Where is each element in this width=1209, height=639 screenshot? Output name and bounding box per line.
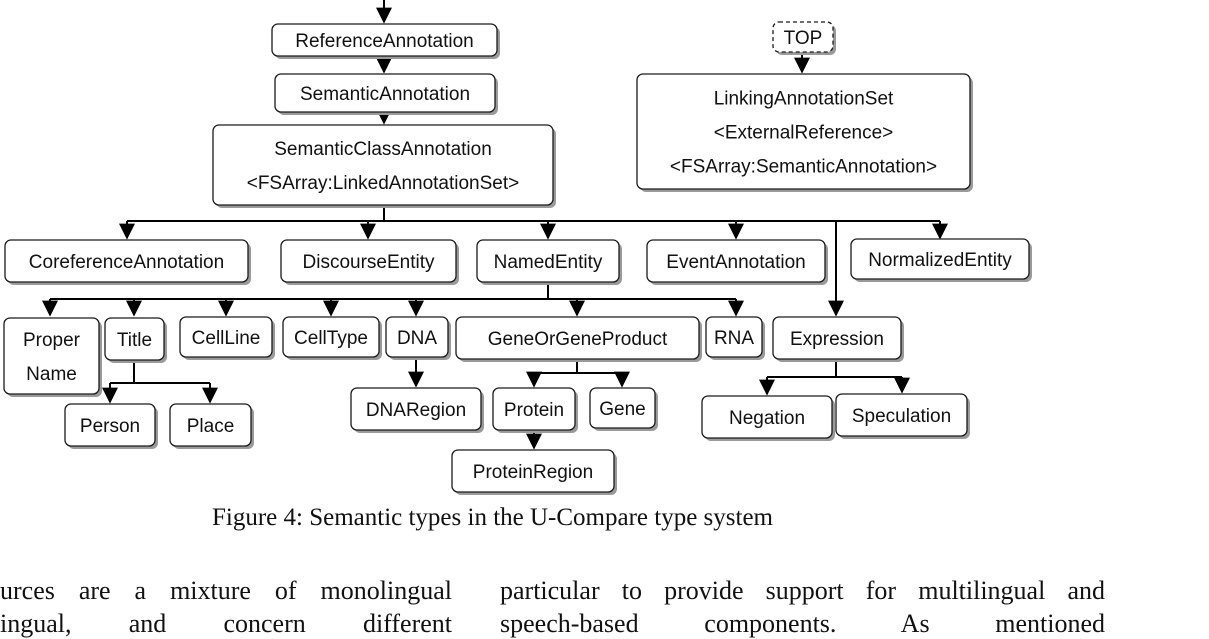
node-semantic-class-annotation: SemanticClassAnnotation <FSArray:LinkedAn… <box>212 124 556 208</box>
node-label: DiscourseEntity <box>303 252 435 273</box>
node-box <box>104 317 165 361</box>
node-box <box>274 73 496 113</box>
node-label: Gene <box>599 399 645 420</box>
node-box <box>646 239 826 283</box>
node-label: RNA <box>714 328 754 349</box>
node-label: DNARegion <box>366 400 466 421</box>
node-label: CoreferenceAnnotation <box>29 252 224 273</box>
node-label: Speculation <box>852 406 951 427</box>
node-negation: Negation <box>701 395 835 441</box>
node-label: LinkingAnnotationSet <box>714 89 894 110</box>
node-box <box>492 387 576 431</box>
node-label: Place <box>187 416 235 437</box>
node-label: Proper <box>23 330 81 351</box>
node-label: ProteinRegion <box>473 462 593 483</box>
node-speculation: Speculation <box>835 393 970 439</box>
node-gene: Gene <box>589 387 658 431</box>
node-cell-line: CellLine <box>179 316 275 360</box>
node-label: TOP <box>784 28 823 49</box>
node-top: TOP <box>772 21 836 55</box>
node-named-entity: NamedEntity <box>476 239 622 285</box>
node-box <box>705 316 763 358</box>
left-column-line-2: ingual, and concern different <box>0 609 452 638</box>
nodes-layer: ReferenceAnnotation SemanticAnnotation Sem… <box>3 21 1032 495</box>
node-box <box>4 239 249 283</box>
node-box <box>179 316 273 358</box>
node-box <box>772 316 902 360</box>
node-dna: DNA <box>385 316 451 360</box>
node-box <box>271 23 498 57</box>
node-event-annotation: EventAnnotation <box>646 239 828 285</box>
node-box <box>455 316 700 360</box>
node-box <box>350 387 482 431</box>
node-label: Negation <box>729 408 805 429</box>
node-person: Person <box>64 403 158 449</box>
node-label: EventAnnotation <box>666 252 805 273</box>
node-box <box>169 403 252 447</box>
node-label: Person <box>80 416 140 437</box>
node-label: <ExternalReference> <box>714 123 894 144</box>
node-label: NamedEntity <box>494 252 603 273</box>
node-box <box>636 73 971 190</box>
node-label: Expression <box>790 329 884 350</box>
node-box <box>589 387 656 429</box>
node-box <box>772 21 834 53</box>
node-label: Protein <box>504 400 564 421</box>
node-box <box>385 316 449 358</box>
node-box <box>282 316 380 358</box>
node-label: GeneOrGeneProduct <box>488 329 668 350</box>
node-label: SemanticAnnotation <box>300 84 470 105</box>
node-gene-or-gene-product: GeneOrGeneProduct <box>455 316 702 362</box>
node-rna: RNA <box>705 316 765 360</box>
node-protein-region: ProteinRegion <box>451 449 617 495</box>
node-box <box>64 403 156 447</box>
node-discourse-entity: DiscourseEntity <box>280 239 459 285</box>
node-linking-annotation-set: LinkingAnnotationSet <ExternalReference> <… <box>636 73 973 192</box>
node-label: Title <box>117 330 152 351</box>
node-place: Place <box>169 403 254 449</box>
node-coreference-annotation: CoreferenceAnnotation <box>4 239 251 285</box>
node-label: DNA <box>397 328 437 349</box>
node-box <box>835 393 968 437</box>
node-label: CellType <box>294 328 368 349</box>
node-box <box>701 395 833 439</box>
node-label: SemanticClassAnnotation <box>274 139 492 160</box>
node-label: ReferenceAnnotation <box>295 31 474 52</box>
node-box <box>476 239 620 283</box>
node-label: <FSArray:SemanticAnnotation> <box>670 157 937 178</box>
node-box <box>280 239 457 283</box>
node-label: Name <box>26 364 77 385</box>
node-label: NormalizedEntity <box>868 250 1012 271</box>
left-column-line-1: urces are a mixture of monolingual <box>0 576 452 605</box>
node-proper-name: Proper Name <box>3 317 102 397</box>
node-normalized-entity: NormalizedEntity <box>850 238 1032 282</box>
node-reference-annotation: ReferenceAnnotation <box>271 23 500 59</box>
node-box <box>212 124 554 206</box>
node-expression: Expression <box>772 316 904 362</box>
node-cell-type: CellType <box>282 316 382 360</box>
right-column-line-1: particular to provide support for multil… <box>500 576 1105 605</box>
edges-layer <box>42 0 948 450</box>
node-label: <FSArray:LinkedAnnotationSet> <box>247 173 520 194</box>
node-title: Title <box>104 317 167 363</box>
node-dna-region: DNARegion <box>350 387 484 433</box>
node-box <box>850 238 1030 280</box>
figure-caption: Figure 4: Semantic types in the U-Compar… <box>211 504 773 531</box>
node-box <box>451 449 615 493</box>
node-protein: Protein <box>492 387 578 433</box>
right-column-line-2: speech-based components. As mentioned <box>500 609 1105 638</box>
node-semantic-annotation: SemanticAnnotation <box>274 73 498 115</box>
node-label: CellLine <box>192 328 261 349</box>
node-box <box>3 317 100 395</box>
